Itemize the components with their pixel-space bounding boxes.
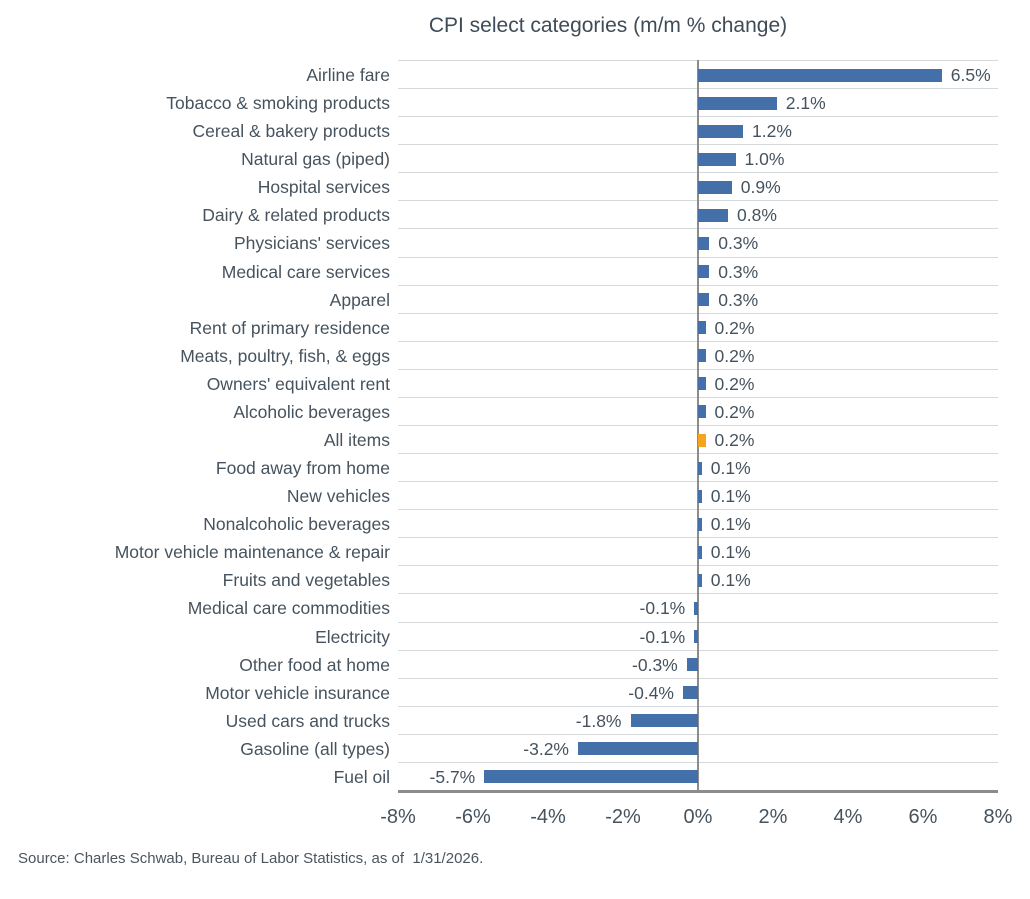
category-label: Nonalcoholic beverages bbox=[203, 514, 390, 535]
x-axis-tick-label: -4% bbox=[530, 806, 566, 828]
bar bbox=[698, 236, 710, 250]
bar bbox=[698, 489, 702, 503]
bar bbox=[698, 68, 942, 82]
value-label: 0.2% bbox=[714, 317, 755, 338]
value-label: -0.3% bbox=[632, 654, 678, 675]
value-label: -3.2% bbox=[523, 738, 569, 759]
bar bbox=[683, 686, 698, 700]
x-axis-tick-label: -6% bbox=[455, 806, 491, 828]
category-label: Used cars and trucks bbox=[225, 710, 390, 731]
chart-row: Rent of primary residence 0.2% bbox=[190, 312, 998, 341]
x-axis-tick-label: 6% bbox=[908, 806, 938, 828]
category-label: Hospital services bbox=[257, 177, 390, 198]
bar bbox=[686, 658, 698, 672]
category-label: New vehicles bbox=[286, 486, 390, 507]
category-label: Gasoline (all types) bbox=[240, 738, 390, 759]
value-label: 0.1% bbox=[710, 570, 751, 591]
value-label: 6.5% bbox=[950, 65, 991, 85]
bar bbox=[694, 630, 698, 644]
chart-title: CPI select categories (m/m % change) bbox=[428, 14, 788, 37]
value-label: 0.2% bbox=[714, 401, 755, 422]
value-label: -5.7% bbox=[429, 766, 476, 787]
bar bbox=[698, 124, 743, 138]
bar bbox=[698, 517, 702, 531]
category-label: Fruits and vegetables bbox=[222, 570, 390, 591]
category-label: Physicians' services bbox=[233, 233, 390, 254]
category-label: Meats, poultry, fish, & eggs bbox=[180, 345, 390, 366]
category-label: Natural gas (piped) bbox=[241, 149, 390, 170]
bar bbox=[698, 152, 736, 166]
plot-area: Airline fare 6.5% Tobacco & smoking produc… bbox=[115, 60, 998, 793]
bar bbox=[698, 405, 706, 419]
value-label: -0.1% bbox=[639, 598, 686, 619]
bar bbox=[484, 770, 698, 784]
value-label: 0.1% bbox=[710, 458, 751, 479]
category-label: Food away from home bbox=[215, 458, 390, 479]
category-label: Medical care services bbox=[221, 261, 390, 282]
value-label: 0.3% bbox=[718, 261, 759, 282]
bar bbox=[694, 601, 698, 615]
category-label: Medical care commodities bbox=[187, 598, 390, 619]
value-label: 2.1% bbox=[785, 93, 826, 114]
bar bbox=[698, 377, 706, 391]
chart-row: Fruits and vegetables 0.1% bbox=[223, 565, 998, 593]
bar bbox=[698, 180, 732, 194]
source-note: Source: Charles Schwab, Bureau of Labor … bbox=[18, 850, 484, 867]
value-label: 0.2% bbox=[714, 430, 755, 450]
value-label: -0.1% bbox=[639, 626, 686, 647]
category-label: Alcoholic beverages bbox=[233, 401, 390, 422]
bar bbox=[698, 265, 710, 279]
bar bbox=[698, 349, 706, 363]
bar bbox=[698, 208, 728, 222]
bar-highlight bbox=[698, 433, 706, 447]
bar bbox=[698, 573, 702, 587]
category-label: Electricity bbox=[315, 626, 390, 647]
category-label: Cereal & bakery products bbox=[192, 121, 390, 142]
value-label: -1.8% bbox=[575, 710, 622, 731]
category-label: Rent of primary residence bbox=[189, 317, 390, 338]
x-axis-tick-label: -2% bbox=[605, 806, 641, 828]
value-label: 0.1% bbox=[710, 514, 751, 535]
category-label: Owners' equivalent rent bbox=[206, 373, 390, 394]
bar bbox=[698, 293, 710, 307]
x-axis-tick-label: 0% bbox=[683, 806, 713, 828]
value-label: 0.1% bbox=[710, 542, 751, 563]
category-label: Apparel bbox=[329, 289, 390, 310]
zero-axis-line bbox=[697, 60, 699, 793]
bar bbox=[630, 714, 698, 728]
x-axis-tick-label: 2% bbox=[758, 806, 788, 828]
bar bbox=[698, 96, 777, 110]
bar bbox=[698, 321, 706, 335]
bar bbox=[578, 742, 698, 756]
value-label: 0.1% bbox=[710, 486, 751, 507]
x-axis-tick-label: 8% bbox=[983, 806, 1013, 828]
category-label: Other food at home bbox=[239, 654, 390, 675]
value-label: 0.8% bbox=[737, 205, 777, 226]
value-label: 0.2% bbox=[714, 345, 755, 366]
category-label: All items bbox=[323, 430, 390, 450]
x-axis-tick-label: -8% bbox=[380, 806, 416, 828]
x-axis-tick-label: 4% bbox=[833, 806, 863, 828]
bar bbox=[698, 461, 702, 475]
category-label: Fuel oil bbox=[333, 766, 390, 787]
value-label: -0.4% bbox=[628, 682, 674, 703]
category-label: Motor vehicle insurance bbox=[205, 682, 390, 703]
value-label: 0.3% bbox=[718, 233, 759, 254]
category-label: Motor vehicle maintenance & repair bbox=[114, 542, 390, 563]
value-label: 0.3% bbox=[718, 289, 759, 310]
category-label: Dairy & related products bbox=[202, 205, 390, 226]
value-label: 1.0% bbox=[744, 149, 785, 170]
category-label: Tobacco & smoking products bbox=[166, 93, 390, 114]
value-label: 1.2% bbox=[752, 121, 792, 142]
value-label: 0.2% bbox=[714, 373, 755, 394]
bar bbox=[698, 545, 702, 559]
value-label: 0.9% bbox=[740, 177, 781, 198]
category-label: Airline fare bbox=[306, 65, 390, 85]
